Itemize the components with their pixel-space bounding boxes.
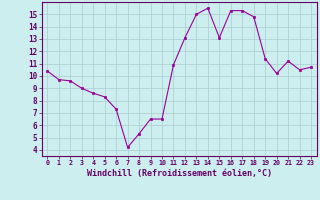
X-axis label: Windchill (Refroidissement éolien,°C): Windchill (Refroidissement éolien,°C): [87, 169, 272, 178]
